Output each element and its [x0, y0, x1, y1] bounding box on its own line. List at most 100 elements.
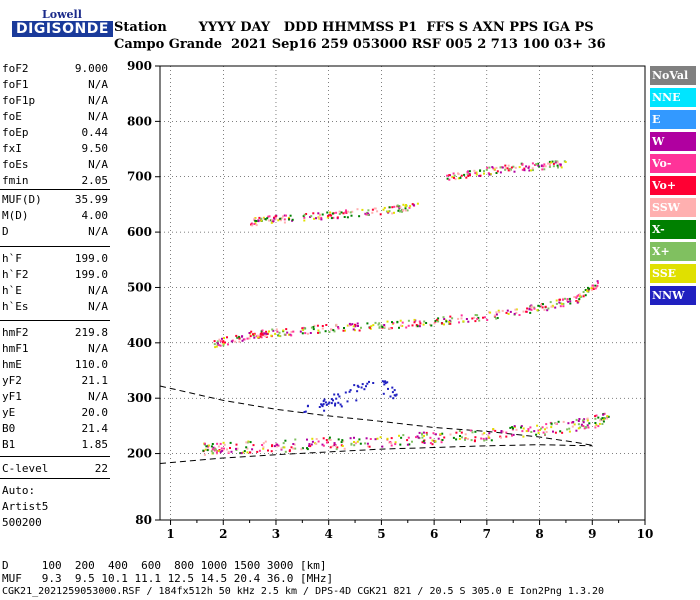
echo-point-traceF1	[544, 428, 546, 431]
echo-point-traceF2	[265, 335, 268, 338]
echo-point-traceF4	[555, 161, 558, 164]
x-tick-label: 9	[588, 527, 596, 541]
echo-point-traceF2	[275, 328, 278, 331]
echo-point-traceF1	[595, 423, 598, 426]
x-tick-label: 5	[377, 527, 385, 541]
echo-point-traceF2	[531, 305, 534, 308]
echo-point-traceF1	[353, 441, 355, 443]
echo-point-traceF4	[469, 174, 471, 177]
echo-point-traceF3	[257, 219, 260, 222]
echo-point-traceF1	[407, 436, 410, 439]
echo-point-traceF1	[579, 426, 582, 429]
echo-point-traceF1	[573, 423, 576, 426]
echo-point-traceF4	[474, 172, 477, 175]
echo-point-scatter	[328, 401, 331, 404]
echo-point-traceF2	[221, 337, 223, 340]
echo-point-traceF2	[476, 314, 479, 317]
echo-point-traceF2	[241, 335, 244, 338]
echo-point-traceF2	[474, 320, 477, 323]
echo-point-traceF1	[594, 425, 597, 428]
echo-point-traceF2	[399, 319, 402, 322]
footer-distance-row: D 100 200 400 600 800 1000 1500 3000 [km…	[2, 559, 327, 572]
echo-point-traceF2	[575, 296, 578, 299]
echo-point-traceF1	[458, 430, 461, 432]
legend-nnw: NNW	[650, 286, 696, 305]
echo-point-traceF3	[398, 205, 401, 208]
echo-point-traceF1	[390, 444, 393, 447]
echo-point-traceF2	[236, 336, 239, 339]
echo-point-traceF1	[290, 446, 293, 449]
echo-point-traceF2	[564, 297, 566, 300]
echo-point-traceF3	[338, 213, 341, 215]
echo-point-traceF4	[478, 174, 481, 177]
echo-point-traceF2	[593, 286, 596, 289]
echo-point-scatter	[333, 393, 336, 396]
echo-point-scatter	[303, 411, 306, 413]
echo-point-traceF2	[537, 304, 540, 307]
echo-point-traceF2	[256, 334, 259, 337]
echo-point-traceF1	[262, 447, 265, 450]
echo-point-scatter	[395, 393, 398, 396]
echo-point-traceF1	[511, 426, 514, 429]
echo-point-traceF1	[322, 444, 325, 447]
echo-point-traceF4	[537, 164, 540, 167]
echo-point-traceF1	[336, 446, 339, 449]
echo-point-traceF2	[224, 341, 226, 344]
echo-point-traceF2	[514, 308, 517, 311]
echo-point-scatter	[356, 384, 359, 387]
echo-point-traceF1	[586, 419, 589, 422]
echo-point-traceF1	[440, 441, 443, 444]
echo-point-traceF1	[222, 441, 225, 444]
echo-point-traceF1	[422, 440, 425, 443]
logo-digisonde-text: DIGISONDE	[12, 21, 113, 37]
echo-point-traceF1	[415, 436, 417, 439]
echo-point-traceF3	[345, 209, 347, 212]
echo-point-traceF1	[594, 415, 597, 418]
echo-point-traceF4	[507, 164, 510, 167]
y-tick-label: 300	[127, 391, 152, 405]
echo-point-traceF1	[417, 436, 420, 439]
echo-point-scatter	[324, 401, 327, 404]
echo-point-traceF1	[490, 439, 493, 442]
param-row-mufd: MUF(D) 35.99	[2, 193, 108, 207]
param-name: foE	[2, 110, 22, 123]
echo-point-traceF3	[303, 213, 306, 216]
echo-point-traceF1	[439, 433, 442, 436]
echo-point-scatter	[340, 405, 343, 408]
echo-point-traceF4	[499, 171, 502, 174]
echo-point-traceF3	[312, 212, 315, 215]
echo-point-traceF1	[390, 442, 393, 444]
echo-point-traceF2	[445, 320, 448, 323]
echo-point-traceF2	[478, 319, 481, 322]
echo-point-traceF1	[212, 452, 215, 455]
echo-point-traceF2	[418, 320, 421, 323]
echo-point-traceF1	[328, 438, 331, 441]
echo-point-traceF2	[441, 322, 444, 325]
y-tick-label: 400	[127, 336, 152, 350]
echo-point-traceF2	[578, 298, 581, 301]
echo-point-traceF2	[515, 308, 518, 311]
echo-point-traceF1	[390, 437, 393, 440]
echo-point-traceF3	[291, 218, 294, 221]
echo-point-traceF3	[367, 214, 370, 216]
echo-point-traceF3	[262, 216, 265, 219]
echo-point-traceF1	[594, 417, 597, 420]
param-row-hf2: h`F2 199.0	[2, 268, 108, 282]
echo-point-traceF4	[528, 165, 531, 168]
echo-point-traceF4	[504, 167, 507, 170]
echo-point-traceF1	[411, 440, 413, 443]
echo-point-traceF2	[530, 308, 533, 311]
param-row-foe: foE N/A	[2, 110, 108, 124]
echo-point-traceF1	[460, 431, 463, 434]
echo-point-traceF1	[522, 427, 525, 430]
echo-point-traceF1	[217, 450, 220, 452]
echo-point-traceF1	[284, 439, 287, 442]
echo-point-traceF2	[380, 324, 383, 327]
echo-point-traceF1	[458, 437, 461, 440]
echo-point-traceF4	[488, 166, 491, 169]
echo-point-traceF2	[383, 324, 386, 326]
param-value: 0.44	[81, 126, 109, 139]
echo-point-traceF3	[393, 211, 395, 214]
echo-point-traceF3	[309, 216, 312, 218]
echo-point-traceF2	[533, 306, 536, 309]
